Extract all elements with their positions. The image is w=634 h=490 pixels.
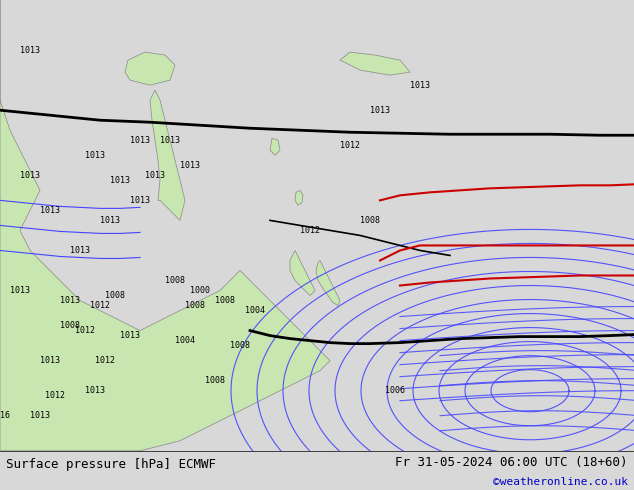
- Polygon shape: [316, 261, 340, 306]
- Text: 1013: 1013: [85, 151, 105, 160]
- Text: Fr 31-05-2024 06:00 UTC (18+60): Fr 31-05-2024 06:00 UTC (18+60): [395, 456, 628, 469]
- Text: 1008: 1008: [165, 276, 185, 285]
- Text: 1013: 1013: [20, 171, 40, 180]
- Text: 1008: 1008: [360, 216, 380, 225]
- Text: 1000: 1000: [190, 286, 210, 295]
- Text: 1013: 1013: [60, 296, 80, 305]
- Polygon shape: [290, 250, 315, 295]
- Text: 1016: 1016: [0, 411, 10, 420]
- Text: 1013: 1013: [85, 386, 105, 395]
- Text: 1013: 1013: [40, 356, 60, 365]
- Text: 1012: 1012: [45, 391, 65, 400]
- Text: 1013: 1013: [160, 136, 180, 145]
- Polygon shape: [125, 52, 175, 85]
- Text: 1013: 1013: [145, 171, 165, 180]
- Polygon shape: [340, 52, 410, 75]
- Polygon shape: [295, 190, 303, 205]
- Text: 1012: 1012: [95, 356, 115, 365]
- Text: 1008: 1008: [60, 321, 80, 330]
- Polygon shape: [0, 0, 330, 451]
- Text: 1012: 1012: [90, 301, 110, 310]
- Text: 1004: 1004: [175, 336, 195, 345]
- Text: 1013: 1013: [130, 196, 150, 205]
- Text: 1013: 1013: [30, 411, 50, 420]
- Polygon shape: [150, 90, 185, 220]
- Text: 1013: 1013: [70, 246, 90, 255]
- Text: 1013: 1013: [180, 161, 200, 170]
- Text: 1006: 1006: [385, 386, 405, 395]
- Text: 1013: 1013: [40, 206, 60, 215]
- Text: 1013: 1013: [120, 331, 140, 340]
- Polygon shape: [270, 138, 280, 155]
- Text: 1013: 1013: [10, 286, 30, 295]
- Text: 1012: 1012: [75, 326, 95, 335]
- Text: 1008: 1008: [215, 296, 235, 305]
- Text: Surface pressure [hPa] ECMWF: Surface pressure [hPa] ECMWF: [6, 458, 216, 471]
- Text: 1013: 1013: [410, 81, 430, 90]
- Text: ©weatheronline.co.uk: ©weatheronline.co.uk: [493, 477, 628, 487]
- Text: 1008: 1008: [205, 376, 225, 385]
- Text: 1013: 1013: [370, 106, 390, 115]
- Text: 1004: 1004: [245, 306, 265, 315]
- Text: 1013: 1013: [130, 136, 150, 145]
- Text: 1013: 1013: [20, 46, 40, 54]
- Text: 1012: 1012: [340, 141, 360, 150]
- Text: 1013: 1013: [110, 176, 130, 185]
- Text: 1012: 1012: [300, 226, 320, 235]
- Text: 1008: 1008: [185, 301, 205, 310]
- Text: 1008: 1008: [230, 341, 250, 350]
- Text: 1013: 1013: [100, 216, 120, 225]
- Text: 1008: 1008: [105, 291, 125, 300]
